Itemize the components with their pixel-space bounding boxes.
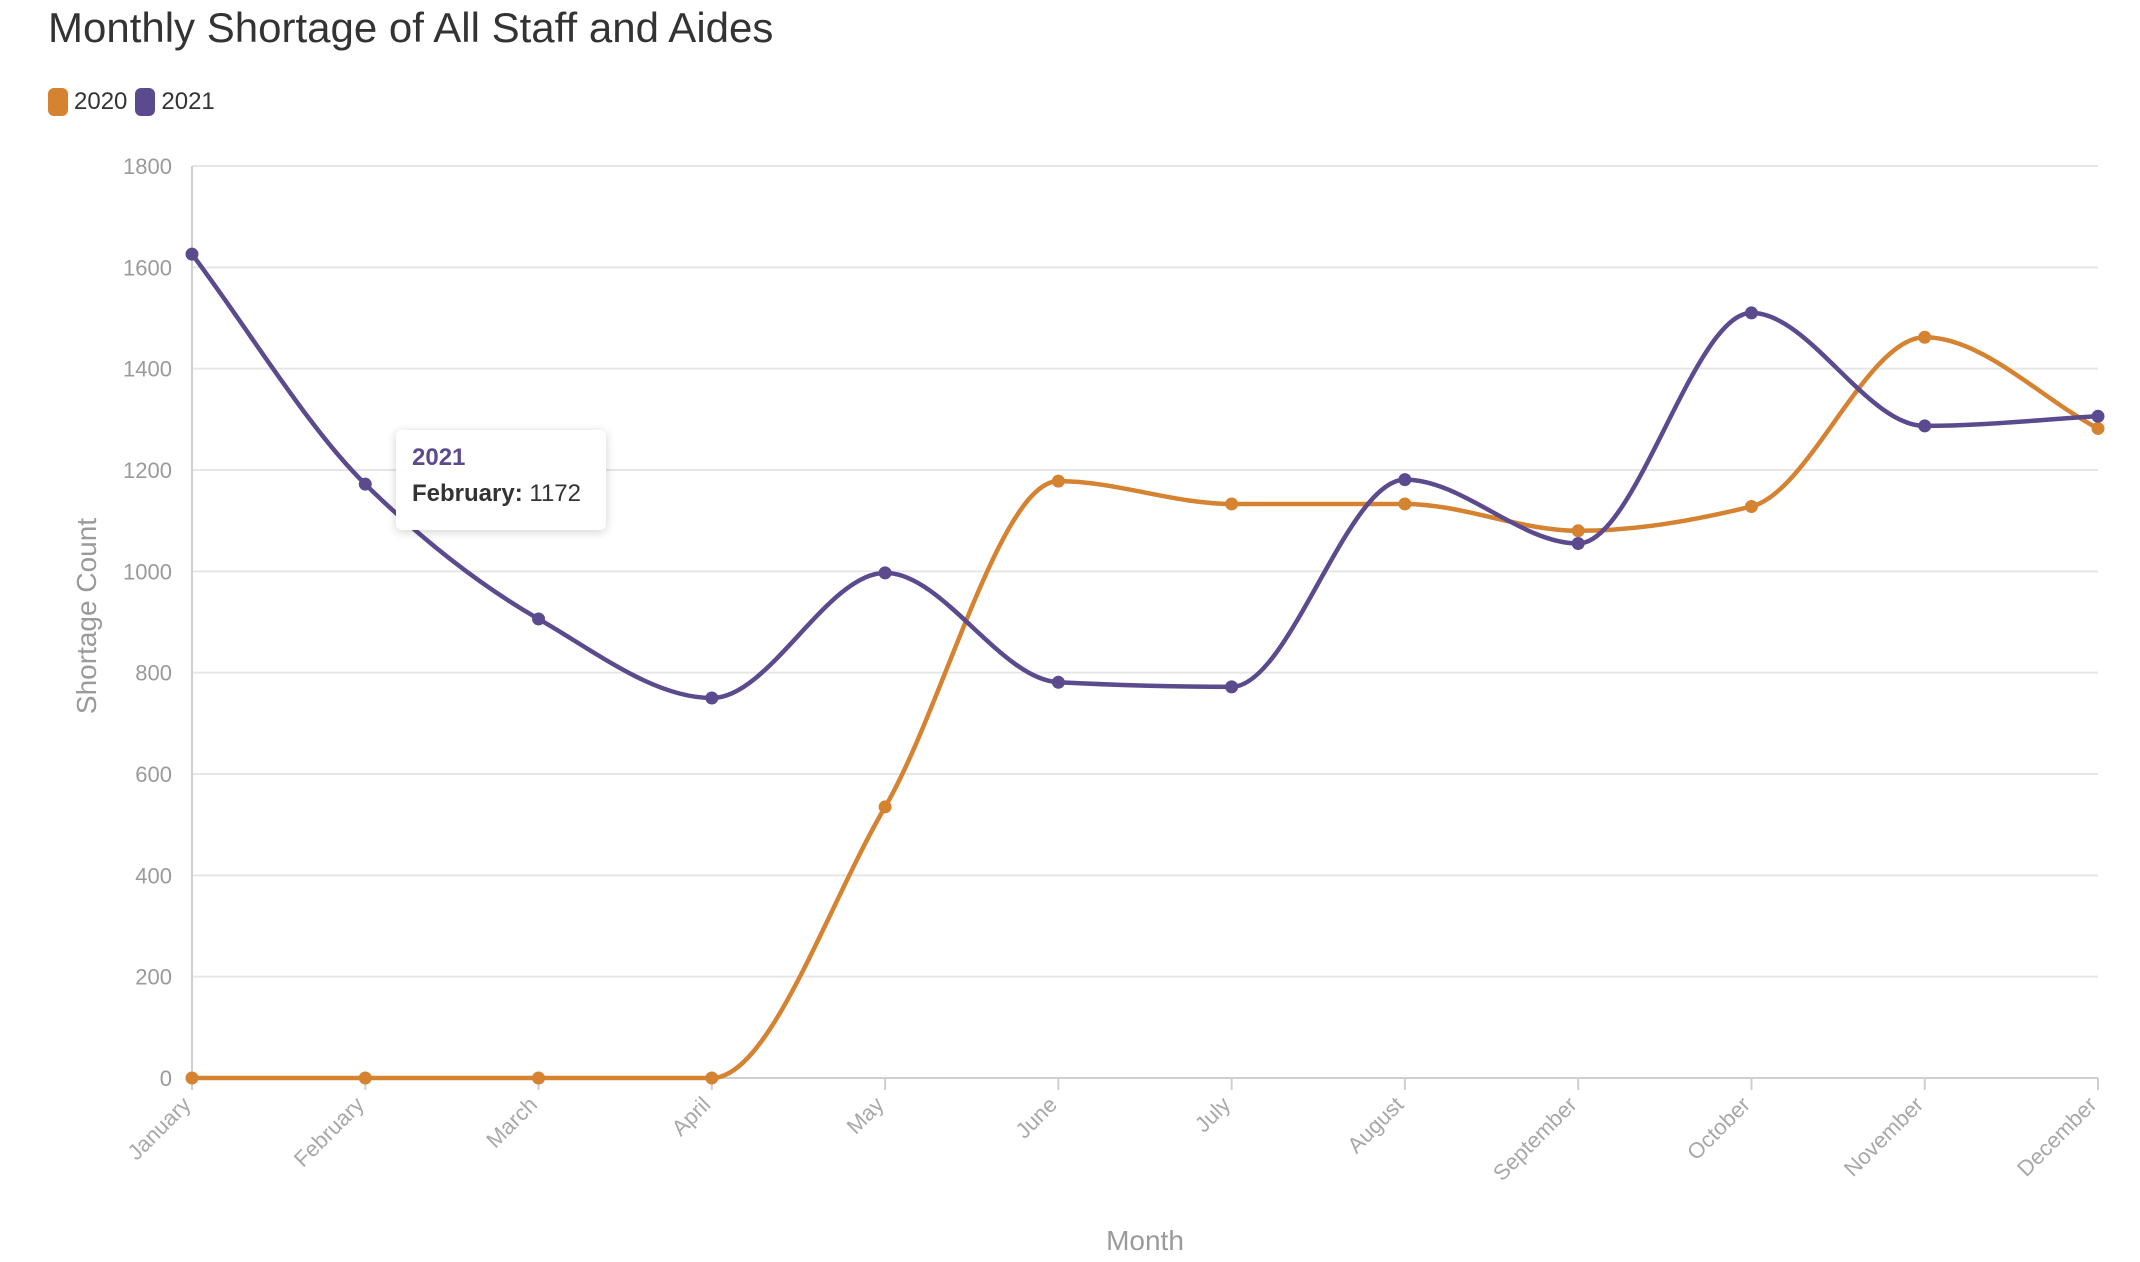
legend: 2020 2021 bbox=[48, 88, 223, 116]
x-tick-label: September bbox=[1488, 1092, 1582, 1186]
y-tick-label: 0 bbox=[160, 1066, 172, 1091]
tooltip-category: February: bbox=[412, 480, 523, 507]
data-point-2020 bbox=[1225, 497, 1239, 511]
data-point-2020 bbox=[1571, 524, 1585, 538]
legend-swatch-2021 bbox=[135, 88, 156, 116]
y-tick-label: 1800 bbox=[123, 154, 172, 179]
x-tick-label: January bbox=[123, 1092, 196, 1165]
data-point-2021 bbox=[532, 612, 546, 626]
data-point-2020 bbox=[2091, 421, 2105, 435]
data-point-2020 bbox=[1051, 474, 1065, 488]
data-point-2021 bbox=[705, 691, 719, 705]
y-tick-label: 1200 bbox=[123, 458, 172, 483]
data-point-2021 bbox=[1225, 680, 1239, 694]
y-tick-label: 400 bbox=[135, 863, 172, 888]
data-tooltip: 2021 February: 1172 bbox=[396, 430, 606, 530]
legend-label-2021: 2021 bbox=[161, 88, 215, 115]
x-tick-label: June bbox=[1010, 1092, 1061, 1143]
legend-swatch-2020 bbox=[48, 88, 68, 116]
x-tick-label: December bbox=[2012, 1092, 2101, 1181]
data-point-2021 bbox=[1918, 419, 1932, 433]
tooltip-value: 1172 bbox=[529, 480, 581, 507]
x-tick-label: March bbox=[481, 1092, 542, 1153]
data-point-2020 bbox=[1744, 499, 1758, 513]
y-tick-label: 600 bbox=[135, 762, 172, 787]
x-tick-label: August bbox=[1342, 1092, 1408, 1158]
y-tick-label: 1000 bbox=[123, 559, 172, 584]
x-tick-label: October bbox=[1682, 1092, 1755, 1165]
y-tick-label: 1400 bbox=[123, 357, 172, 382]
data-point-2020 bbox=[705, 1071, 719, 1085]
tooltip-series: 2021 bbox=[412, 444, 466, 471]
data-point-2020 bbox=[1918, 330, 1932, 344]
x-tick-label: July bbox=[1190, 1092, 1235, 1137]
data-point-2020 bbox=[532, 1071, 546, 1085]
x-axis-title: Month bbox=[1106, 1225, 1184, 1256]
data-point-2020 bbox=[358, 1071, 372, 1085]
data-point-2021 bbox=[1051, 675, 1065, 689]
data-point-2020 bbox=[185, 1071, 199, 1085]
data-point-2020 bbox=[1398, 497, 1412, 511]
legend-label-2020: 2020 bbox=[74, 88, 128, 115]
data-point-2021 bbox=[878, 566, 892, 580]
data-point-2021 bbox=[1398, 473, 1412, 487]
y-axis-title: Shortage Count bbox=[71, 518, 102, 714]
legend-item-2020[interactable]: 2020 bbox=[48, 88, 127, 116]
data-point-2021 bbox=[2091, 409, 2105, 423]
tooltip-value-line: February: 1172 bbox=[412, 480, 590, 508]
chart-title: Monthly Shortage of All Staff and Aides bbox=[48, 4, 774, 51]
x-tick-label: November bbox=[1839, 1092, 1928, 1181]
data-point-2021 bbox=[1744, 306, 1758, 320]
y-tick-label: 200 bbox=[135, 965, 172, 990]
y-tick-label: 800 bbox=[135, 661, 172, 686]
data-point-2021 bbox=[1571, 536, 1585, 550]
data-point-2021 bbox=[185, 247, 199, 261]
data-point-2021 bbox=[358, 477, 372, 491]
x-tick-label: May bbox=[842, 1092, 889, 1139]
x-tick-label: February bbox=[289, 1092, 369, 1172]
y-tick-label: 1600 bbox=[123, 255, 172, 280]
data-point-2020 bbox=[878, 800, 892, 814]
legend-item-2021[interactable]: 2021 bbox=[135, 88, 215, 116]
x-tick-label: April bbox=[667, 1092, 716, 1141]
